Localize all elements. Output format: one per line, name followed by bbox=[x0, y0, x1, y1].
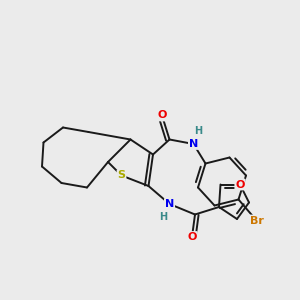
Text: O: O bbox=[187, 232, 197, 242]
Text: O: O bbox=[157, 110, 167, 121]
Text: H: H bbox=[159, 212, 168, 223]
Text: N: N bbox=[165, 199, 174, 209]
Text: Br: Br bbox=[250, 215, 263, 226]
Text: S: S bbox=[118, 170, 125, 181]
Text: H: H bbox=[194, 125, 202, 136]
Text: N: N bbox=[189, 139, 198, 149]
Text: O: O bbox=[235, 179, 245, 190]
